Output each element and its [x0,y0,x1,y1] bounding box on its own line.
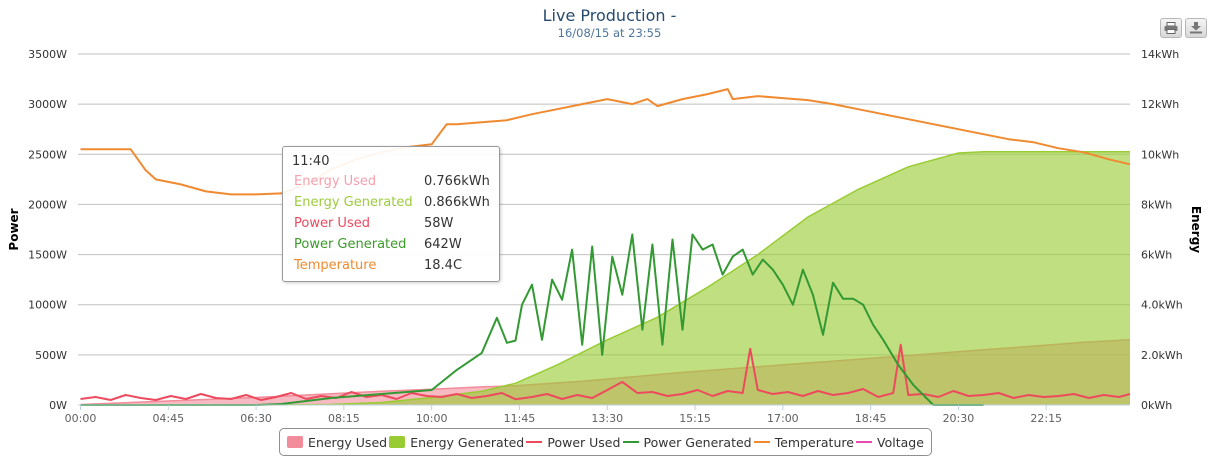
y-right-tick-label: 12kWh [1141,98,1179,111]
tooltip-value: 0.866kWh [424,195,490,210]
legend-swatch [287,436,304,448]
x-tick-label: 13:30 [591,412,623,425]
tooltip-row-power-used: Power Used 58W [294,216,494,234]
download-button[interactable] [1185,18,1207,38]
legend-item-power-used[interactable]: Power Used [526,435,620,450]
y-right-tick-label: 8kWh [1141,198,1172,211]
tooltip-label: Power Used [294,216,370,231]
x-tick-label: 20:30 [943,412,975,425]
y-left-tick-label: 0W [49,399,67,412]
x-tick-label: 17:00 [767,412,799,425]
power-used-line [80,343,1131,401]
legend-item-energy-used[interactable]: Energy Used [287,435,387,450]
y-right-tick-label: 0kWh [1141,399,1172,412]
download-icon [1190,22,1202,34]
x-tick-label: 10:00 [416,412,448,425]
tooltip-value: 642W [424,237,462,252]
y-right-tick-label: 14kWh [1141,48,1179,61]
printer-icon [1164,22,1178,34]
chart-subtitle: 16/08/15 at 23:55 [557,26,662,40]
area-series [80,151,1131,406]
temperature-line [80,88,1131,196]
chart-title: Live Production - [542,6,677,25]
legend-label: Energy Used [308,434,388,450]
legend-swatch [856,441,873,443]
axes: 0W 500W 1000W 1500W 2000W 2500W 3000W 3500W 0kWh… [7,48,1203,425]
legend-item-temperature[interactable]: Temperature [753,434,854,450]
legend-item-energy-generated[interactable]: Energy Generated [389,435,524,450]
tooltip-label: Energy Used [294,174,377,189]
data-tooltip: 11:40 Energy Used 0.766kWh Energy Genera… [282,146,500,282]
y-left-tick-label: 3500W [28,48,67,61]
legend-label: Voltage [877,434,924,450]
legend-swatch [526,441,543,443]
x-tick-label: 08:15 [328,412,360,425]
legend-swatch [622,441,639,443]
y-left-tick-label: 500W [35,349,67,362]
x-tick-label: 22:15 [1030,412,1062,425]
legend-label: Energy Generated [410,434,525,450]
tooltip-label: Temperature [294,258,377,273]
tooltip-label: Power Generated [294,237,407,252]
tooltip-row-energy-generated: Energy Generated 0.866kWh [294,195,494,213]
chart-legend: Energy Used Energy Generated Power Used … [279,428,932,456]
legend-swatch [389,436,406,448]
legend-item-voltage[interactable]: Voltage [856,435,924,450]
legend-label: Power Used [547,434,621,450]
y-right-axis-title: Energy [1189,206,1203,253]
legend-label: Temperature [774,434,854,450]
tooltip-row-power-generated: Power Generated 642W [294,237,494,255]
y-right-tick-label: 4.0kWh [1141,299,1183,312]
y-left-tick-label: 2000W [28,198,67,211]
tooltip-value: 0.766kWh [424,174,490,189]
legend-item-power-generated[interactable]: Power Generated [622,434,752,450]
tooltip-value: 18.4C [424,258,463,273]
x-tick-label: 18:45 [855,412,887,425]
print-button[interactable] [1160,18,1182,38]
y-left-tick-label: 3000W [28,98,67,111]
gridlines [78,53,1130,406]
y-right-tick-label: 2.0kWh [1141,349,1183,362]
tooltip-row-energy-used: Energy Used 0.766kWh [294,174,494,192]
tooltip-row-temperature: Temperature 18.4C [294,258,494,276]
tooltip-label: Energy Generated [294,195,413,210]
tooltip-value: 58W [424,216,454,231]
y-right-tick-label: 6kWh [1141,249,1172,262]
y-left-tick-label: 1500W [28,249,67,262]
x-tick-label: 15:15 [679,412,711,425]
tooltip-time: 11:40 [292,154,330,169]
legend-swatch [753,441,770,443]
energy-generated-area-edge [80,151,1130,406]
y-left-tick-label: 1000W [28,299,67,312]
legend-label: Power Generated [643,434,752,450]
x-tick-label: 11:45 [504,412,536,425]
x-tick-label: 00:00 [65,412,97,425]
x-tick-label: 04:45 [152,412,184,425]
y-right-tick-label: 10kWh [1141,148,1179,161]
line-series [80,88,1131,406]
y-left-axis-title: Power [7,208,21,250]
y-left-tick-label: 2500W [28,148,67,161]
power-generated-line [80,233,984,406]
energy-generated-area [80,151,1130,405]
x-tick-label: 06:30 [240,412,272,425]
